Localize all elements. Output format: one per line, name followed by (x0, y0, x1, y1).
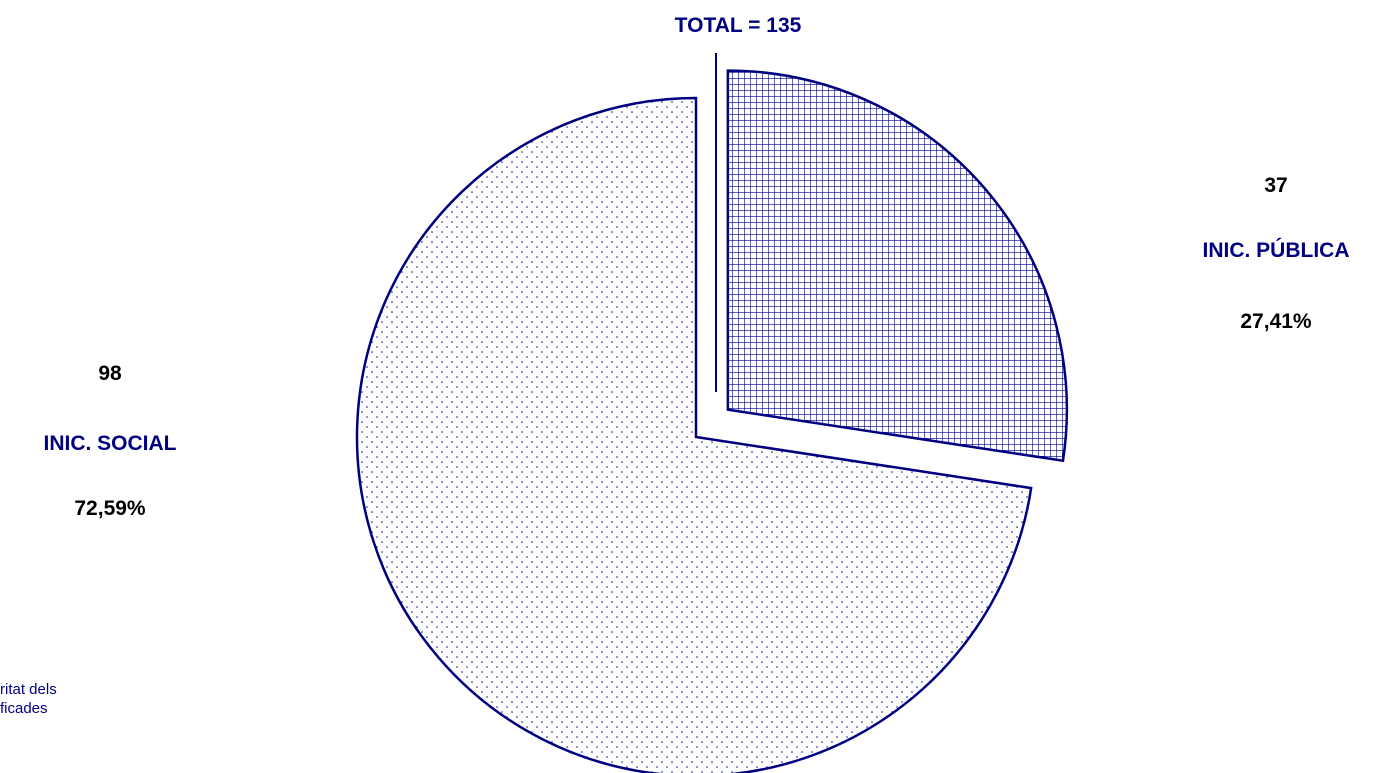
slice-category-label-inic-social: INIC. SOCIAL (43, 432, 176, 456)
pie-slice-inic-p-blica (728, 71, 1067, 461)
slice-percent-label-inic-publica: 27,41% (1240, 310, 1311, 334)
slice-percent-label-inic-social: 72,59% (74, 497, 145, 521)
footnote-line-2: ficades (0, 699, 57, 718)
chart-title: TOTAL = 135 (675, 14, 802, 38)
slice-category-label-inic-publica: INIC. PÚBLICA (1203, 239, 1350, 263)
slice-value-label-inic-publica: 37 (1264, 174, 1287, 198)
footnote-line-1: ritat dels (0, 680, 57, 699)
slice-value-label-inic-social: 98 (98, 362, 121, 386)
footnote: ritat dels ficades (0, 680, 57, 718)
